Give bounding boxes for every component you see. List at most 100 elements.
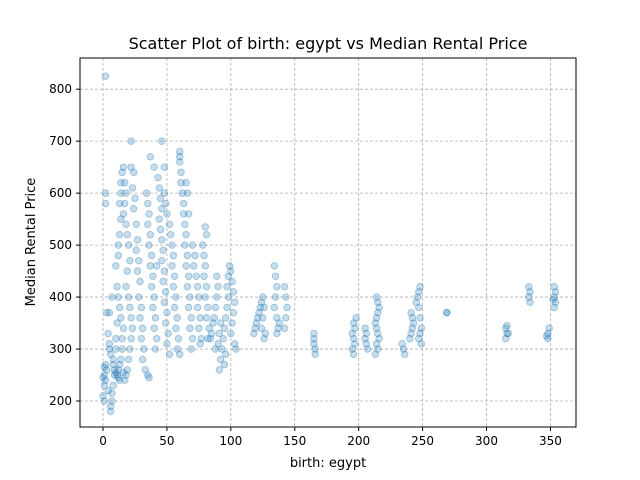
data-point — [271, 293, 280, 301]
data-point — [228, 319, 236, 327]
y-tick-label: 500 — [49, 238, 72, 252]
data-point — [126, 256, 134, 265]
data-point — [408, 314, 417, 322]
data-point — [204, 303, 212, 312]
data-point — [163, 210, 171, 218]
data-points — [99, 72, 560, 416]
data-point — [169, 251, 178, 260]
data-point — [311, 345, 319, 353]
data-point — [275, 319, 284, 327]
data-point — [253, 314, 262, 322]
data-point — [101, 72, 110, 80]
data-point — [200, 251, 208, 260]
data-point — [121, 199, 129, 208]
data-point — [374, 345, 382, 353]
data-point — [145, 210, 153, 218]
data-point — [108, 397, 116, 405]
data-point — [182, 231, 190, 239]
data-point — [110, 371, 119, 379]
data-point — [398, 340, 406, 348]
data-point — [119, 368, 128, 377]
data-point — [153, 334, 161, 343]
data-point — [112, 345, 120, 353]
data-point — [168, 262, 176, 270]
data-point — [114, 251, 123, 260]
data-point — [550, 293, 558, 301]
data-point — [526, 288, 534, 296]
data-point — [229, 308, 238, 317]
data-point — [150, 163, 158, 171]
data-point — [401, 350, 409, 358]
data-point — [374, 329, 382, 338]
data-point — [137, 334, 146, 343]
data-point — [310, 329, 318, 338]
data-point — [112, 334, 120, 343]
data-point — [503, 329, 511, 338]
data-point — [349, 350, 358, 358]
data-point — [182, 262, 190, 270]
data-point — [351, 340, 359, 348]
data-point — [101, 199, 110, 208]
data-point — [184, 303, 193, 312]
data-point — [105, 340, 114, 348]
data-point — [197, 334, 206, 343]
y-tick-label: 300 — [49, 342, 72, 356]
data-point — [177, 168, 185, 177]
data-point — [224, 293, 232, 301]
data-point — [176, 153, 184, 161]
data-point — [406, 334, 414, 343]
data-point — [118, 334, 126, 343]
x-tick-label: 0 — [99, 434, 107, 448]
data-point — [219, 334, 227, 343]
data-point — [214, 282, 222, 291]
data-point — [109, 360, 117, 369]
data-point — [416, 282, 424, 291]
data-point — [138, 324, 147, 332]
data-point — [115, 231, 124, 239]
data-point — [223, 282, 231, 291]
data-point — [184, 272, 193, 280]
data-point — [168, 241, 176, 249]
data-point — [117, 189, 125, 197]
data-point — [408, 324, 417, 332]
data-point — [100, 381, 108, 390]
data-point — [551, 288, 560, 296]
chart-title: Scatter Plot of birth: egypt vs Median R… — [129, 34, 528, 53]
data-point — [170, 303, 179, 312]
data-point — [375, 334, 383, 343]
data-point — [181, 241, 189, 249]
data-point — [196, 340, 204, 348]
data-point — [183, 282, 192, 291]
data-point — [374, 298, 382, 306]
data-point — [126, 303, 134, 312]
data-point — [230, 298, 239, 306]
data-point — [149, 272, 157, 280]
data-point — [183, 189, 192, 197]
data-point — [252, 319, 261, 327]
data-point — [200, 272, 208, 280]
data-point — [184, 210, 193, 218]
data-point — [132, 220, 140, 229]
plot-frame — [79, 57, 577, 428]
data-point — [348, 345, 356, 353]
data-point — [165, 350, 174, 358]
data-point — [154, 173, 162, 182]
data-point — [202, 282, 211, 291]
data-point — [158, 205, 166, 213]
data-point — [525, 282, 533, 291]
data-point — [136, 314, 144, 322]
data-point — [176, 350, 184, 358]
data-point — [273, 314, 281, 322]
data-point — [101, 189, 110, 197]
data-point — [100, 371, 108, 379]
data-point — [153, 262, 161, 270]
data-point — [201, 223, 209, 231]
data-point — [169, 282, 178, 291]
data-point — [193, 303, 202, 312]
data-point — [128, 184, 137, 192]
data-point — [215, 329, 224, 338]
data-point — [159, 246, 167, 254]
data-point — [361, 324, 369, 332]
data-point — [280, 324, 289, 332]
data-point — [129, 205, 138, 213]
